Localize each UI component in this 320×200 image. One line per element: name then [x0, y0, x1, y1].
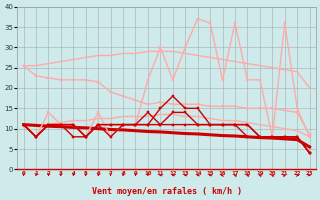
X-axis label: Vent moyen/en rafales ( km/h ): Vent moyen/en rafales ( km/h ) [92, 187, 242, 196]
